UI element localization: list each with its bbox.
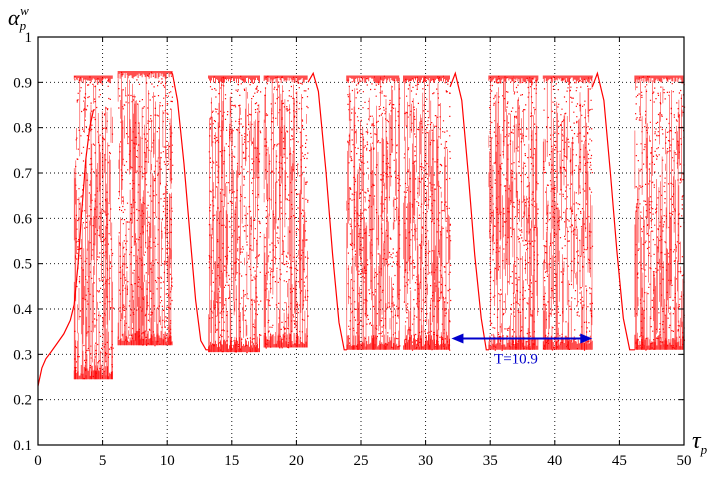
band-points xyxy=(403,75,452,351)
plot-data xyxy=(37,71,686,387)
x-tick-label: 15 xyxy=(224,453,239,469)
y-tick-label: 0.9 xyxy=(13,75,32,91)
initial-curve xyxy=(37,109,95,387)
axis-ticks: 0.10.20.30.40.50.60.70.80.910 5 10 15 20 25 30… xyxy=(13,30,691,469)
x-tick-label: 40 xyxy=(547,453,562,469)
band-edges xyxy=(488,75,539,350)
x-tick-label: 5 xyxy=(99,453,107,469)
chaotic-band xyxy=(403,75,452,351)
band-streaks xyxy=(263,76,308,348)
chaotic-band xyxy=(208,75,262,354)
y-tick-label: 0.6 xyxy=(13,211,32,227)
x-tick-label: 35 xyxy=(483,453,498,469)
band-streaks xyxy=(117,72,172,346)
chaotic-band xyxy=(73,75,115,380)
chaotic-band xyxy=(634,75,686,351)
band-edges xyxy=(634,75,685,350)
periodic-window-curve xyxy=(449,71,489,351)
period-arrow-head-left xyxy=(451,333,464,344)
y-tick-label: 0.3 xyxy=(13,347,32,363)
band-points xyxy=(74,76,115,380)
x-tick-label: 30 xyxy=(418,453,433,469)
periodic-window-curve xyxy=(591,71,635,351)
chaotic-band xyxy=(346,75,401,350)
annotation-group: T=10.9 xyxy=(451,333,593,367)
period-annotation: T=10.9 xyxy=(451,333,593,367)
band-points xyxy=(118,71,174,347)
band-points xyxy=(347,75,401,350)
chaotic-band xyxy=(263,75,309,349)
band-edges xyxy=(346,75,400,350)
chaotic-band xyxy=(117,71,174,347)
x-tick-label: 45 xyxy=(612,453,627,469)
band-points xyxy=(489,75,539,351)
y-tick-label: 0.4 xyxy=(13,302,32,318)
band-edges xyxy=(263,75,308,348)
x-tick-label: 20 xyxy=(289,453,304,469)
y-tick-label: 0.7 xyxy=(13,166,32,182)
chaotic-band xyxy=(488,75,539,351)
x-tick-label: 25 xyxy=(354,453,369,469)
band-streaks xyxy=(488,75,538,350)
x-tick-label: 10 xyxy=(160,453,175,469)
y-tick-label: 0.8 xyxy=(13,121,32,137)
y-tick-label: 0.1 xyxy=(13,438,32,454)
y-axis-label: αpw xyxy=(8,3,29,33)
band-streaks xyxy=(73,78,113,380)
y-tick-label: 0.2 xyxy=(13,393,32,409)
periodic-window-curve xyxy=(307,71,347,351)
band-streaks xyxy=(634,78,684,350)
chaotic-band xyxy=(542,75,594,351)
x-axis-label: τp xyxy=(692,428,708,457)
band-edges xyxy=(117,71,173,346)
y-tick-label: 1 xyxy=(25,30,33,46)
x-tick-label: 0 xyxy=(34,453,42,469)
period-arrow-head-right xyxy=(580,333,593,344)
periodic-window-curve xyxy=(171,73,209,351)
band-points xyxy=(208,75,262,354)
band-streaks xyxy=(403,76,451,350)
x-tick-label: 50 xyxy=(677,453,692,469)
band-edges xyxy=(73,75,113,380)
y-tick-label: 0.5 xyxy=(13,257,32,273)
period-label: T=10.9 xyxy=(494,351,538,367)
